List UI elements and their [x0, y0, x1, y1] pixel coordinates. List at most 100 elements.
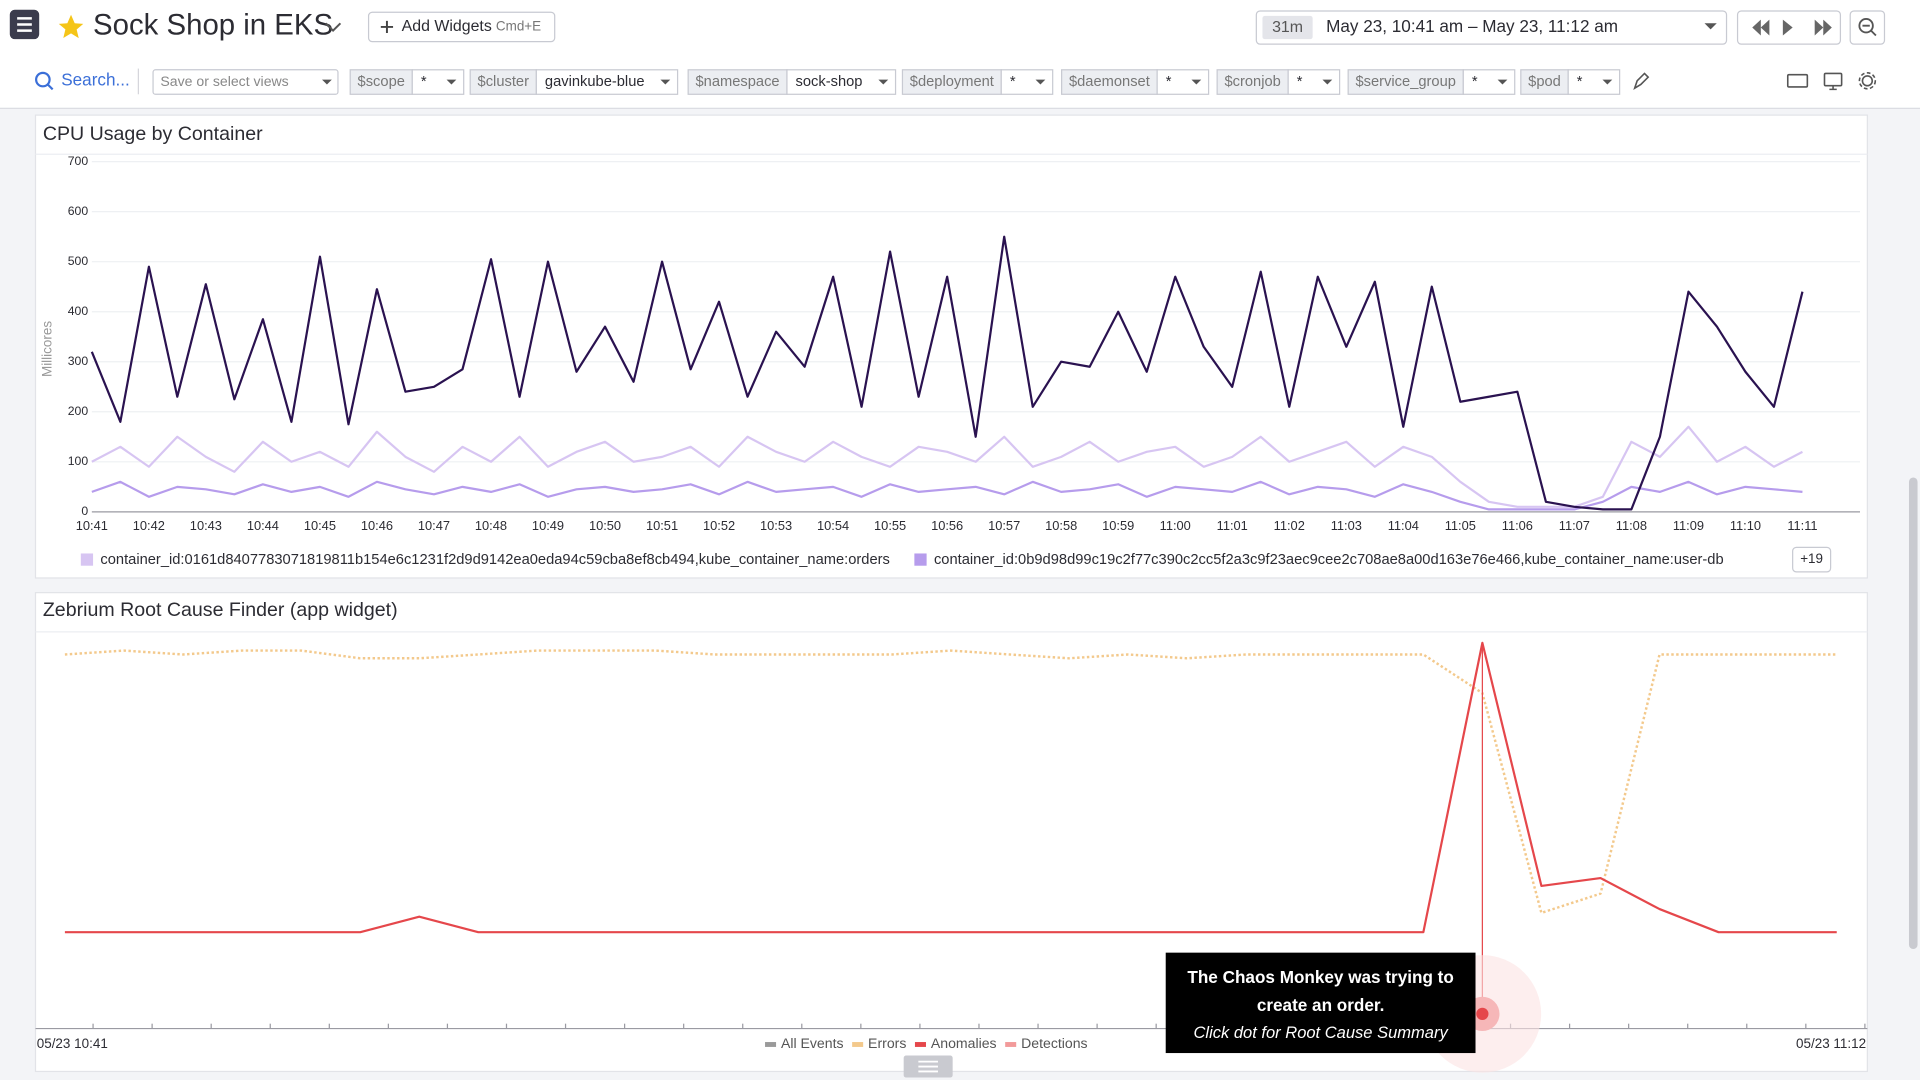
- caret: [1035, 79, 1046, 85]
- panel-title: Zebrium Root Cause Finder (app widget): [43, 599, 398, 621]
- template-variable[interactable]: $cronjob *: [1216, 69, 1341, 95]
- variable-value: *: [1297, 74, 1303, 90]
- legend-label[interactable]: Anomalies: [931, 1035, 997, 1051]
- x-tick-label: 10:46: [361, 518, 393, 533]
- y-tick-label: 700: [68, 154, 89, 168]
- x-tick-label: 10:55: [874, 518, 906, 533]
- time-range: May 23, 10:41 am – May 23, 11:12 am: [1326, 16, 1618, 36]
- views-select[interactable]: Save or select views: [152, 69, 339, 95]
- add-widgets-button[interactable]: Add Widgets Cmd+E: [367, 11, 556, 43]
- x-tick-label: 11:02: [1274, 518, 1305, 533]
- variable-value: *: [1472, 74, 1478, 90]
- x-tick-label: 11:03: [1331, 518, 1362, 533]
- variable-name: $scope: [358, 74, 405, 90]
- time-controls[interactable]: [1736, 10, 1842, 45]
- x-tick-label: 11:11: [1787, 518, 1817, 533]
- x-tick-label: 10:42: [133, 518, 165, 533]
- variable-name-bg: [1061, 69, 1158, 95]
- x-tick-label: 10:48: [475, 518, 507, 533]
- caret: [1602, 79, 1613, 85]
- star[interactable]: [58, 14, 84, 39]
- x-tick-label: 11:05: [1445, 518, 1476, 533]
- series-line: [90, 235, 1804, 511]
- tooltip-text: create an order.: [1257, 995, 1385, 1015]
- variable-value-bg: [1000, 69, 1054, 95]
- template-variable[interactable]: $cluster gavinkube-blue: [469, 69, 679, 95]
- x-tick-label: 11:04: [1388, 518, 1419, 533]
- toolbar-icons[interactable]: [1633, 72, 1877, 91]
- variable-name-bg: [1347, 69, 1464, 95]
- x-tick-label: 10:49: [532, 518, 564, 533]
- template-variable[interactable]: $scope *: [349, 69, 465, 95]
- series-line: [91, 480, 1803, 511]
- shortcut: Cmd+E: [496, 19, 541, 34]
- more-count: +19: [1800, 551, 1823, 566]
- variable-value-bg: [535, 69, 679, 95]
- x-tick-label: 10:41: [76, 518, 108, 533]
- x-tick-label: 10:43: [190, 518, 222, 533]
- y-tick-label: 500: [68, 254, 89, 268]
- tooltip-bg: [1165, 952, 1476, 1054]
- x-tick-label: 11:10: [1730, 518, 1761, 533]
- time-span: 31m: [1272, 19, 1303, 36]
- x-tick-label: 05/23 10:41: [37, 1036, 108, 1051]
- variable-value: gavinkube-blue: [545, 74, 645, 90]
- y-tick-label: 0: [81, 504, 88, 518]
- bottom-tab[interactable]: [903, 1055, 953, 1078]
- x-tick-label: 10:56: [931, 518, 963, 533]
- scrollbar[interactable]: [1908, 477, 1918, 949]
- zoom-out-button[interactable]: [1849, 10, 1886, 45]
- tooltip-hint: Click dot for Root Cause Summary: [1193, 1023, 1449, 1042]
- legend-swatch: [852, 1042, 864, 1047]
- time-picker[interactable]: 31m May 23, 10:41 am – May 23, 11:12 am: [1255, 10, 1728, 45]
- x-tick-label: 11:06: [1502, 518, 1533, 533]
- search[interactable]: Search...: [35, 69, 130, 91]
- variable-value-bg: [786, 69, 897, 95]
- title-chevron[interactable]: [325, 22, 342, 32]
- template-variable[interactable]: $namespace sock-shop: [687, 69, 897, 95]
- y-tick-label: 100: [68, 454, 89, 468]
- variable-name: $namespace: [696, 74, 780, 90]
- variable-name: $cluster: [478, 74, 530, 90]
- legend-swatch: [914, 553, 927, 566]
- caret: [1497, 79, 1508, 85]
- y-tick-label: 400: [68, 304, 89, 318]
- template-variable[interactable]: $daemonset *: [1061, 69, 1210, 95]
- variable-name: $deployment: [910, 74, 994, 90]
- cpu-panel: [34, 114, 1868, 579]
- legend-label[interactable]: container_id:0161d8407783071819811b154e6…: [100, 552, 889, 568]
- legend-label[interactable]: Detections: [1021, 1035, 1088, 1051]
- template-variable[interactable]: $service_group *: [1347, 69, 1516, 95]
- x-tick-label: 10:45: [304, 518, 336, 533]
- variable-name: $service_group: [1356, 74, 1456, 90]
- panel-title: CPU Usage by Container: [43, 123, 263, 145]
- variable-name: $daemonset: [1069, 74, 1150, 90]
- legend-swatch: [765, 1042, 777, 1047]
- x-tick-label: 11:01: [1217, 518, 1248, 533]
- variable-value: *: [1010, 74, 1016, 90]
- legend-label[interactable]: container_id:0b9d98d99c19c2f77c390c2cc5f…: [934, 552, 1724, 568]
- menu-button[interactable]: [9, 9, 40, 40]
- more-legend[interactable]: +19: [1792, 546, 1832, 573]
- template-variable[interactable]: $pod *: [1520, 69, 1621, 95]
- root-cause-dot[interactable]: [1476, 1007, 1489, 1020]
- variable-name-bg: [1216, 69, 1289, 95]
- variable-value: *: [421, 74, 427, 90]
- legend-label[interactable]: Errors: [868, 1035, 906, 1051]
- caret: [1191, 79, 1202, 85]
- button-label: Add Widgets: [402, 18, 492, 35]
- legend-label[interactable]: All Events: [781, 1035, 844, 1051]
- x-tick-label: 10:52: [703, 518, 735, 533]
- search-label: Search...: [61, 69, 130, 89]
- x-tick-label: 10:50: [589, 518, 621, 533]
- series-line: [64, 649, 1837, 915]
- caret: [446, 79, 457, 85]
- variable-value: *: [1577, 74, 1583, 90]
- template-variable[interactable]: $deployment *: [901, 69, 1054, 95]
- dashboard-title: Sock Shop in EKS: [93, 9, 333, 42]
- variable-value: sock-shop: [796, 74, 863, 90]
- legend-swatch: [914, 1042, 926, 1047]
- y-tick-label: 600: [68, 204, 89, 218]
